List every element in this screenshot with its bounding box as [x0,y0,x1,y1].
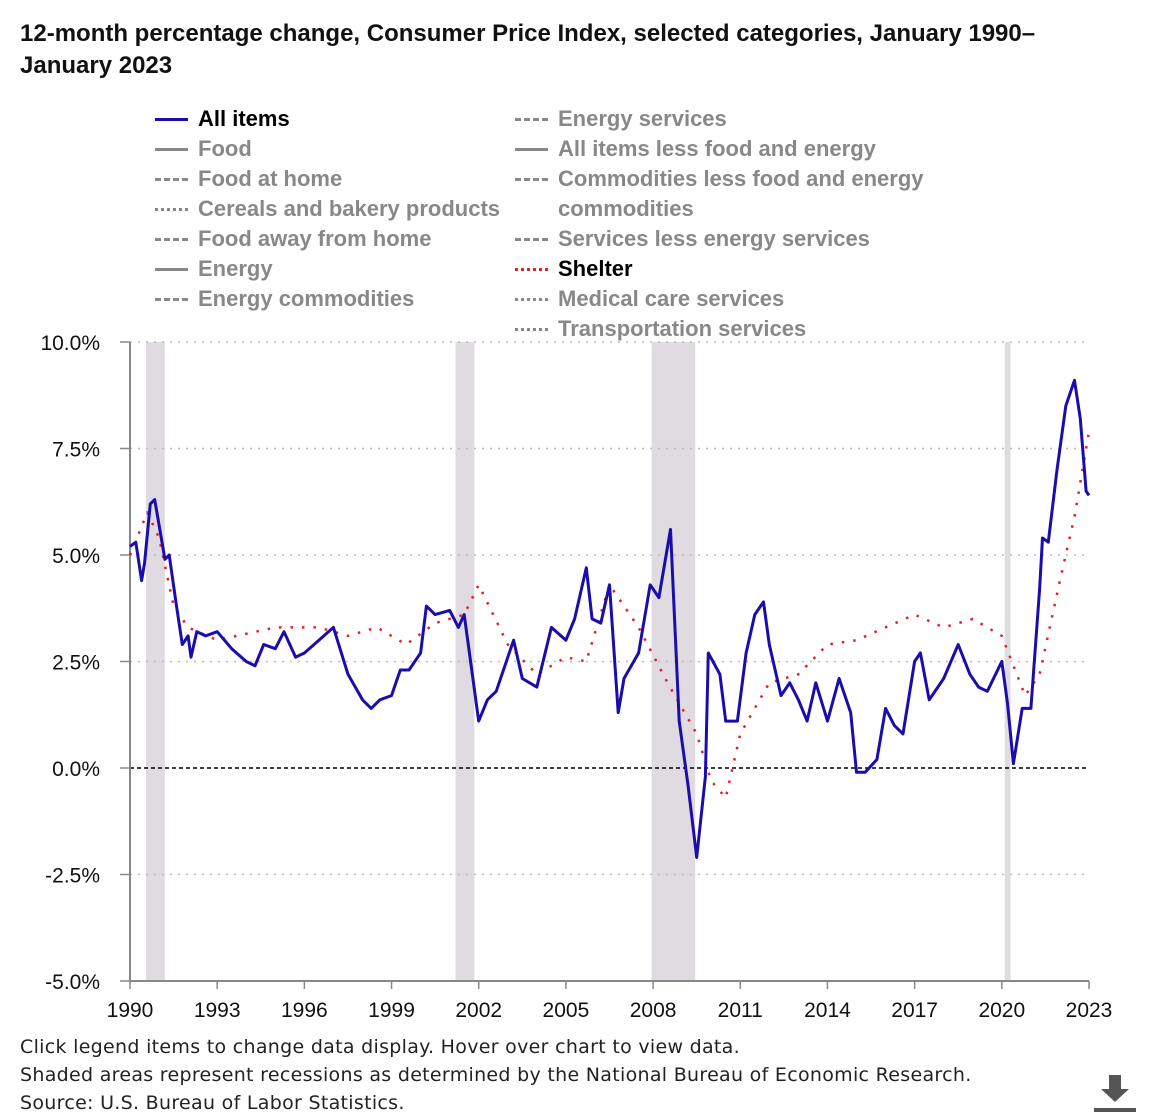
legend-column-right: Energy services All items less food and e… [515,104,945,344]
legend-item-energy[interactable]: Energy [155,254,535,284]
legend-label: Commodities less food and energy commodi… [558,166,924,221]
legend-item-shelter[interactable]: Shelter [515,254,945,284]
recession-band [1004,342,1011,981]
x-tick-label: 2014 [804,999,851,1022]
y-tick-label: 7.5% [52,439,100,462]
download-icon[interactable] [1092,1072,1138,1114]
legend-swatch [515,134,551,164]
legend-item-energy-commodities[interactable]: Energy commodities [155,284,535,314]
y-tick-label: 5.0% [52,545,100,568]
note-recessions: Shaded areas represent recessions as det… [20,1064,972,1086]
legend-swatch [155,224,191,254]
legend-swatch [155,164,191,194]
chart-title: 12-month percentage change, Consumer Pri… [20,20,1036,79]
legend-item-cereals-and-bakery-products[interactable]: Cereals and bakery products [155,194,535,224]
legend-label: Services less energy services [558,226,870,251]
legend-label: Food [198,136,252,161]
x-tick-label: 2008 [630,999,677,1022]
legend-swatch [515,164,551,194]
legend-swatch [515,314,551,344]
x-tick-label: 2020 [978,999,1025,1022]
legend-label: Cereals and bakery products [198,196,501,221]
legend-label: Energy commodities [198,286,415,311]
series-line-shelter [128,431,1091,800]
y-tick-label: -2.5% [45,865,100,888]
legend-swatch [155,254,191,284]
legend-item-all-items[interactable]: All items [155,104,535,134]
legend-swatch [515,284,551,314]
recession-band [455,342,475,981]
legend-label: Transportation services [558,316,807,341]
y-tick-label: 0.0% [52,758,100,781]
legend-item-food-away-from-home[interactable]: Food away from home [155,224,535,254]
legend-swatch [155,104,191,134]
legend-label: Food at home [198,166,343,191]
x-tick-label: 2002 [455,999,502,1022]
legend-item-medical-care-services[interactable]: Medical care services [515,284,945,314]
series-line-all-items [129,378,1091,859]
legend-swatch [155,284,191,314]
legend-label: Energy [198,256,273,281]
legend-item-commodities-less-food-and-energy-commodities[interactable]: Commodities less food and energy commodi… [515,164,945,224]
plot-area[interactable]: 10.0% 7.5% 5.0% 2.5% 0.0% -2.5% -5.0% 1990 1993 1… [0,0,1160,1040]
x-tick-label: 2005 [543,999,590,1022]
legend-column-left: All items Food Food at home Cereals and bak… [155,104,535,314]
legend-swatch [155,194,191,224]
legend-item-food[interactable]: Food [155,134,535,164]
x-tick-label: 2011 [718,999,763,1022]
note-source: Source: U.S. Bureau of Labor Statistics. [20,1092,405,1114]
legend-swatch [515,224,551,254]
legend-item-energy-services[interactable]: Energy services [515,104,945,134]
legend-label: Shelter [558,256,633,281]
x-tick-label: 1993 [194,999,241,1022]
note-instructions: Click legend items to change data displa… [20,1036,740,1058]
x-tick-label: 2017 [891,999,938,1022]
x-tick-label: 1996 [281,999,328,1022]
y-tick-label: 10.0% [40,332,100,355]
x-tick-label: 1999 [368,999,415,1022]
x-tick-label: 2023 [1066,999,1113,1022]
legend-swatch [515,254,551,284]
legend-label: Medical care services [558,286,785,311]
legend-item-transportation-services[interactable]: Transportation services [515,314,945,344]
legend-item-all-items-less-food-and-energy[interactable]: All items less food and energy [515,134,945,164]
legend-item-services-less-energy-services[interactable]: Services less energy services [515,224,945,254]
x-tick-label: 1990 [107,999,154,1022]
legend-label: All items [198,106,290,131]
legend-label: Food away from home [198,226,432,251]
legend-label: Energy services [558,106,727,131]
y-tick-label: -5.0% [45,971,100,994]
legend-label: All items less food and energy [558,136,876,161]
legend-swatch [515,104,551,134]
legend-item-food-at-home[interactable]: Food at home [155,164,535,194]
legend-swatch [155,134,191,164]
y-tick-label: 2.5% [52,652,100,675]
